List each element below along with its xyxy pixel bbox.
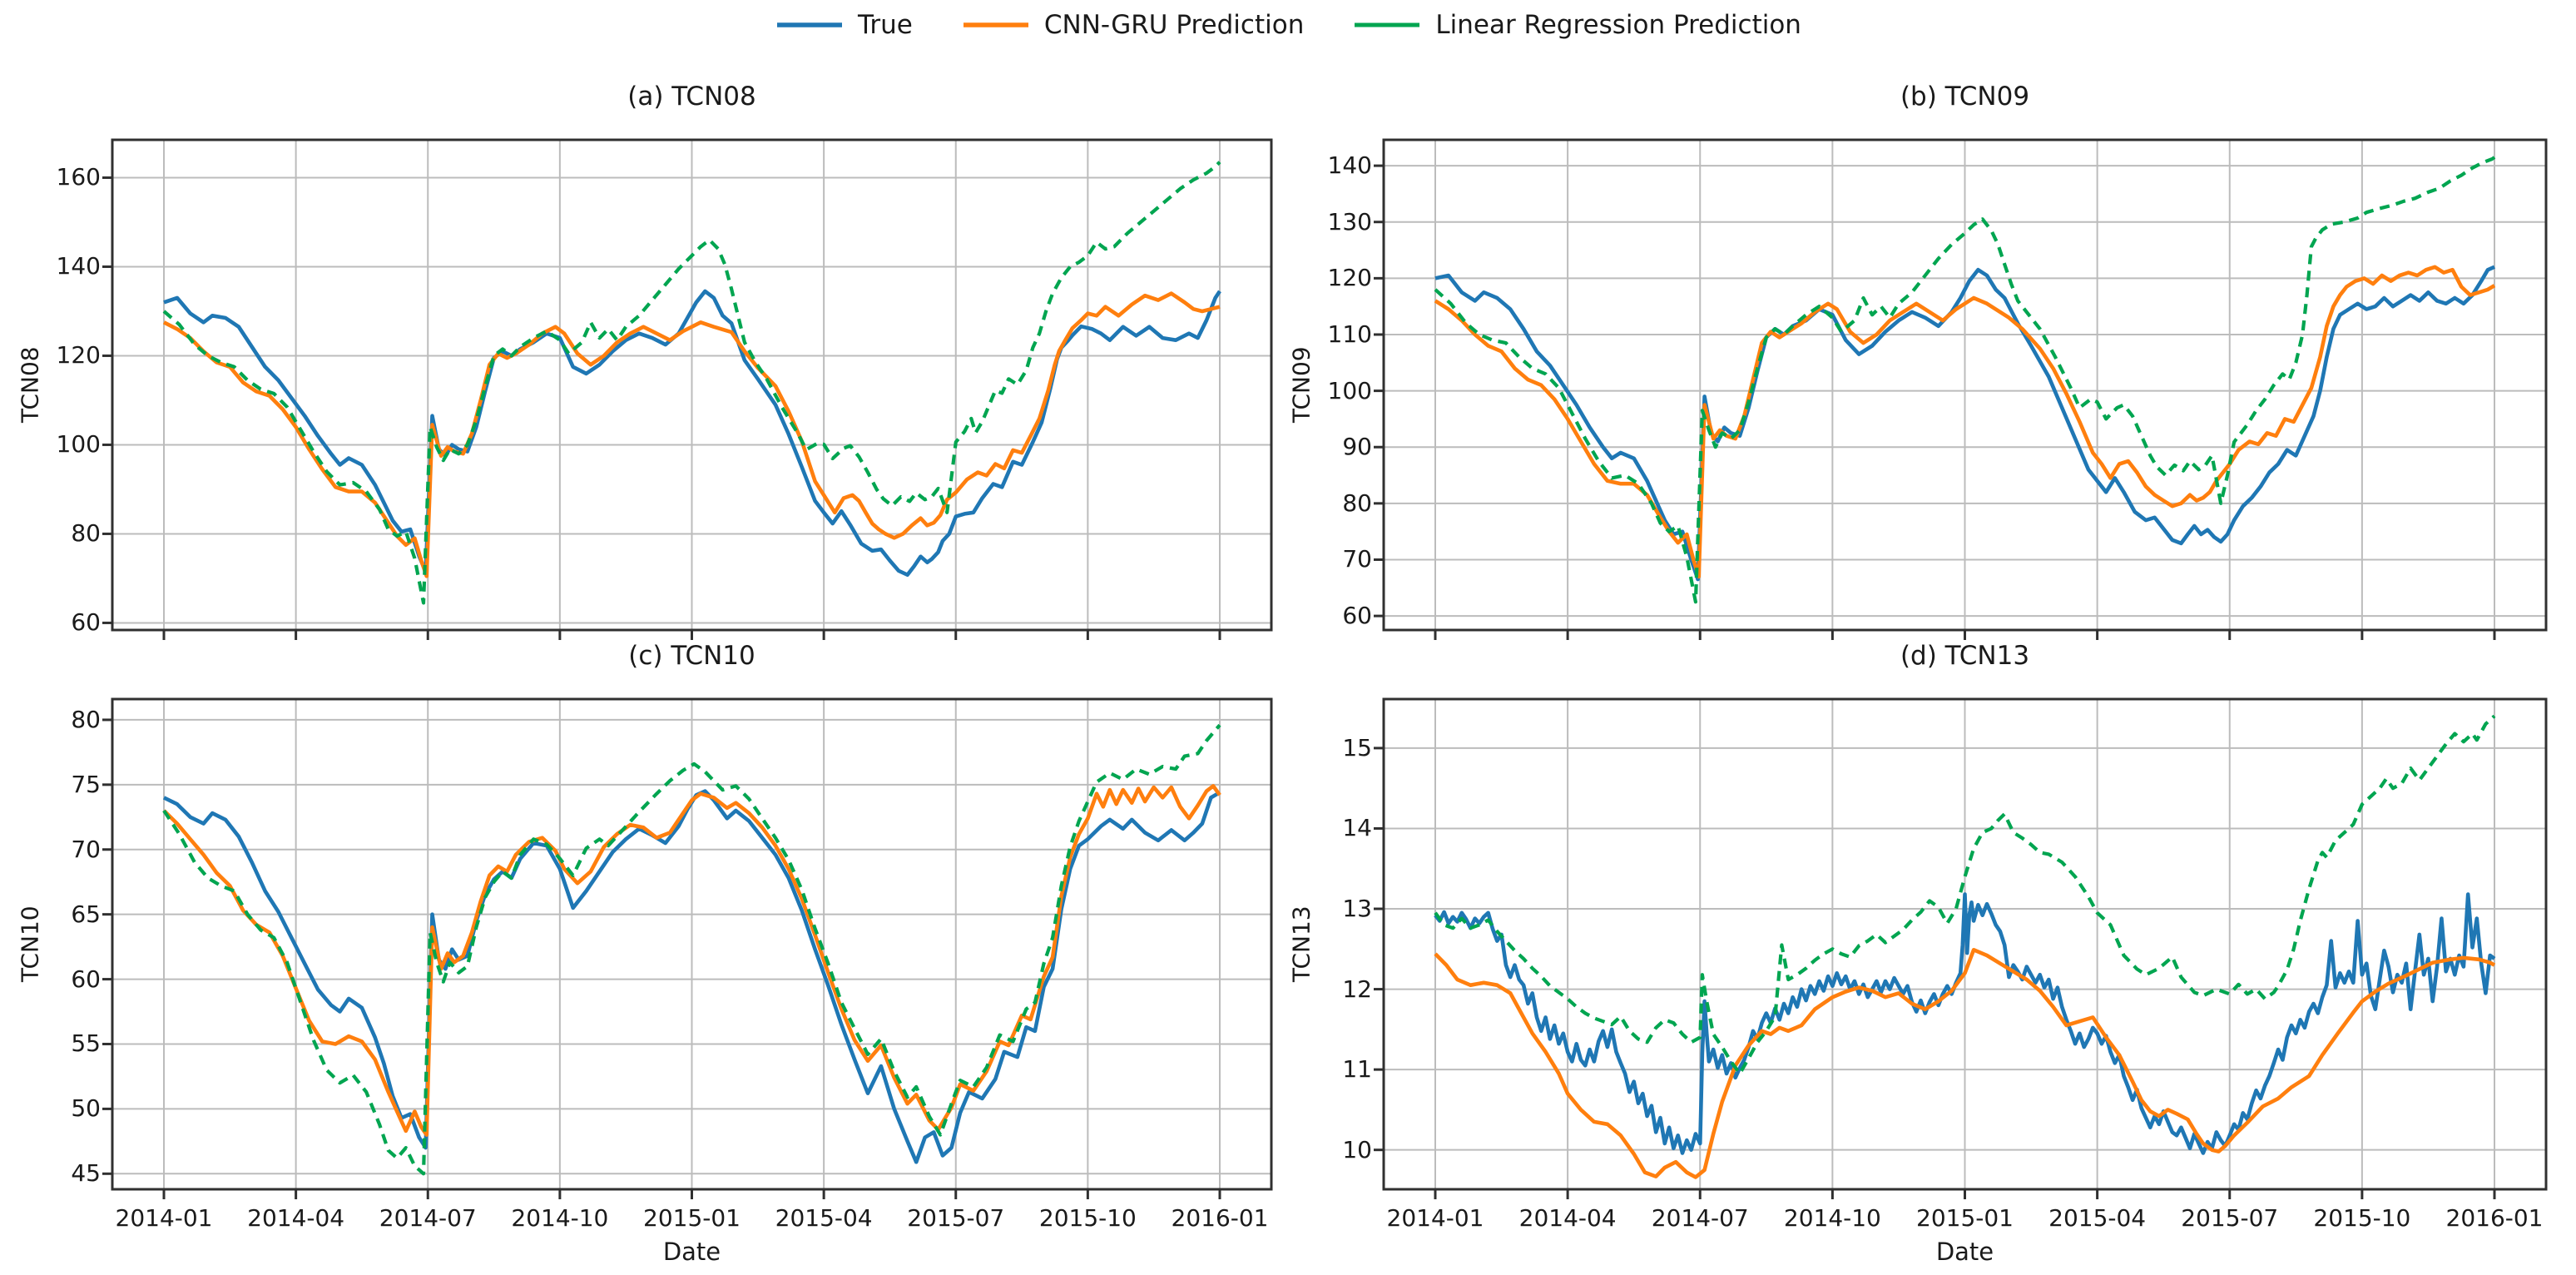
plot-area-b <box>1374 138 2548 640</box>
plot-area-a <box>102 138 1273 640</box>
y-tick-label: 80 <box>71 519 101 548</box>
y-tick-label: 70 <box>71 835 101 863</box>
y-tick-label: 110 <box>1327 320 1372 348</box>
legend-label-cnn-gru: CNN-GRU Prediction <box>1043 10 1305 40</box>
y-tick-label: 13 <box>1342 895 1372 922</box>
y-tick-label: 55 <box>71 1029 101 1058</box>
y-tick-label: 120 <box>1327 264 1372 292</box>
y-tick-label: 60 <box>71 965 101 993</box>
y-axis-label-c: TCN10 <box>16 905 44 982</box>
y-tick-label: 14 <box>1342 814 1372 842</box>
x-tick-label: 2015-07 <box>907 1204 1005 1232</box>
plot-area-c <box>102 697 1273 1199</box>
x-tick-label: 2014-01 <box>115 1204 213 1232</box>
x-tick-label: 2015-07 <box>2181 1204 2279 1232</box>
series-cnn_gru <box>1434 265 2496 579</box>
x-tick-label: 2015-10 <box>2313 1204 2411 1232</box>
y-tick-label: 45 <box>71 1159 101 1188</box>
y-tick-label: 140 <box>1327 151 1372 180</box>
y-tick-label: 60 <box>71 608 101 637</box>
panel-title-d: (d) TCN13 <box>1900 641 2030 671</box>
panel-title-a: (a) TCN08 <box>627 82 756 112</box>
legend-label-true: True <box>858 10 913 40</box>
x-tick-label: 2016-01 <box>1171 1204 1269 1232</box>
y-tick-label: 80 <box>71 705 101 733</box>
y-tick-label: 15 <box>1342 733 1372 762</box>
y-tick-label: 65 <box>71 900 101 928</box>
series-cnn_gru <box>162 784 1221 1137</box>
x-axis-label-d: Date <box>1935 1238 1994 1266</box>
line-swatch-icon <box>777 22 843 27</box>
x-tick-label: 2014-10 <box>1783 1204 1881 1232</box>
y-tick-label: 100 <box>56 430 101 459</box>
y-tick-label: 50 <box>71 1094 101 1123</box>
y-tick-label: 160 <box>56 163 101 191</box>
x-tick-label: 2015-10 <box>1038 1204 1137 1232</box>
series-linreg <box>162 161 1221 605</box>
x-tick-label: 2015-04 <box>2048 1204 2147 1232</box>
y-tick-label: 75 <box>71 770 101 798</box>
y-tick-label: 11 <box>1342 1055 1372 1084</box>
legend-item-true: True <box>775 10 913 40</box>
y-axis-label-d: TCN13 <box>1287 905 1315 982</box>
series-linreg <box>162 723 1221 1176</box>
y-tick-label: 140 <box>56 252 101 280</box>
y-tick-label: 12 <box>1342 975 1372 1003</box>
panel-title-c: (c) TCN10 <box>628 641 755 671</box>
y-tick-label: 90 <box>1342 433 1372 461</box>
x-tick-label: 2016-01 <box>2445 1204 2544 1232</box>
line-swatch-icon <box>963 22 1028 27</box>
x-axis-label-c: Date <box>662 1238 721 1266</box>
y-tick-label: 70 <box>1342 545 1372 573</box>
legend-label-linreg: Linear Regression Prediction <box>1435 10 1801 40</box>
legend-item-cnn-gru: CNN-GRU Prediction <box>961 10 1304 40</box>
legend: True CNN-GRU Prediction Linear Regressio… <box>0 10 2576 40</box>
y-tick-label: 120 <box>56 341 101 370</box>
x-tick-label: 2015-01 <box>643 1204 741 1232</box>
plot-area-d <box>1374 697 2548 1199</box>
series-cnn_gru <box>1434 947 2496 1179</box>
y-tick-label: 130 <box>1327 207 1372 236</box>
x-tick-label: 2014-07 <box>1651 1204 1749 1232</box>
y-tick-label: 100 <box>1327 376 1372 404</box>
y-tick-label: 10 <box>1342 1135 1372 1163</box>
panel-title-b: (b) TCN09 <box>1900 82 2030 112</box>
series-cnn_gru <box>162 291 1221 578</box>
dashed-line-swatch-icon <box>1355 22 1420 27</box>
x-tick-label: 2014-04 <box>1518 1204 1617 1232</box>
x-tick-label: 2015-04 <box>775 1204 873 1232</box>
x-tick-label: 2014-01 <box>1386 1204 1484 1232</box>
y-tick-label: 60 <box>1342 602 1372 630</box>
y-tick-label: 80 <box>1342 489 1372 517</box>
legend-item-linreg: Linear Regression Prediction <box>1352 10 1801 40</box>
series-true <box>1434 892 2496 1155</box>
x-tick-label: 2015-01 <box>1916 1204 2014 1232</box>
x-tick-label: 2014-04 <box>247 1204 345 1232</box>
x-tick-label: 2014-07 <box>379 1204 477 1232</box>
x-tick-label: 2014-10 <box>511 1204 609 1232</box>
series-linreg <box>1434 714 2496 1076</box>
series-linreg <box>1434 156 2496 604</box>
